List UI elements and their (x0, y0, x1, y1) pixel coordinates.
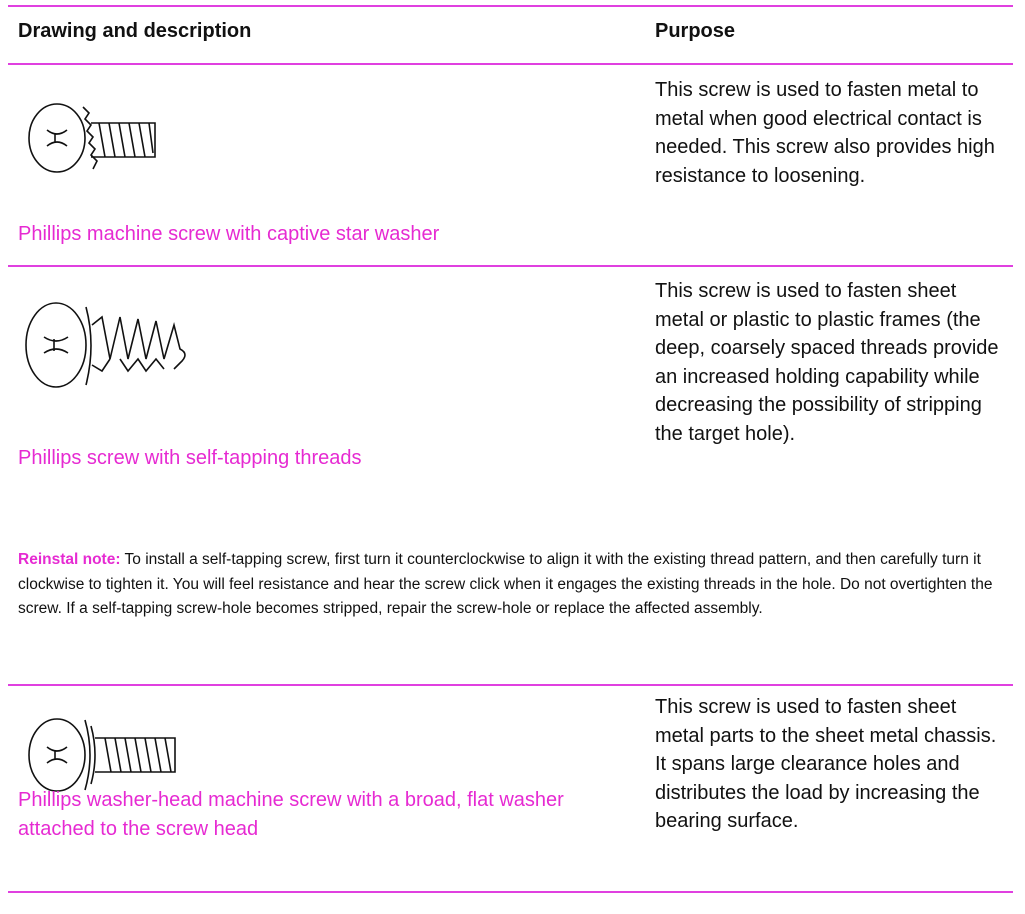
purpose: This screw is used to fasten sheet metal… (655, 696, 997, 833)
purpose: This screw is used to fasten sheet metal… (655, 280, 999, 445)
screw-washer-head (28, 718, 176, 792)
rule (8, 684, 1013, 686)
rule (8, 5, 1013, 7)
note-text: To install a self-tapping screw, first t… (18, 551, 993, 617)
rule (8, 265, 1013, 267)
description: Phillips screw with self-tapping threads (18, 447, 362, 469)
note: Reinstal note: To install a self-tapping… (18, 548, 1008, 622)
screw-self-tapping (25, 302, 186, 388)
purpose: This screw is used to fasten metal to me… (655, 79, 995, 187)
rule (8, 63, 1013, 65)
description: Phillips machine screw with captive star… (18, 223, 440, 245)
note-label: Reinstal note: (18, 551, 121, 568)
header-purpose: Purpose (655, 20, 736, 42)
header-drawing: Drawing and description (18, 20, 252, 42)
screw-star-washer (28, 103, 156, 173)
description: Phillips washer-head machine screw with … (18, 789, 564, 840)
rule (8, 891, 1013, 893)
